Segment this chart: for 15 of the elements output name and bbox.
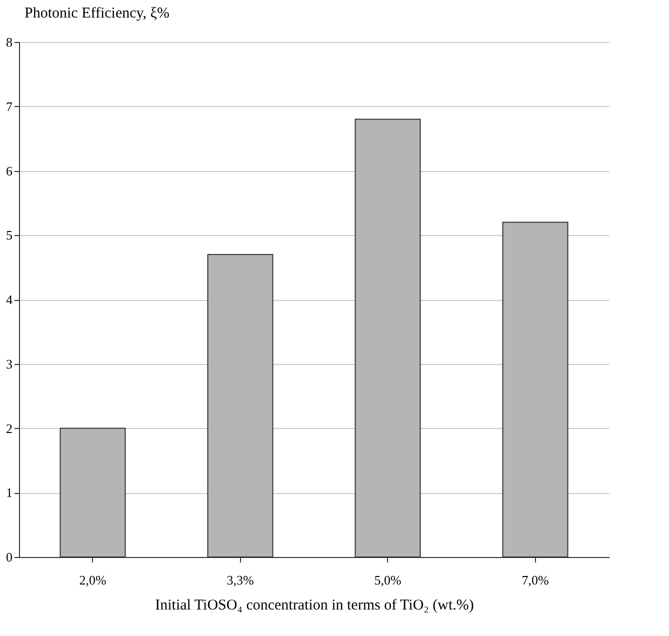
y-tick-label: 6: [6, 163, 13, 178]
x-tick-label: 5,0%: [374, 572, 402, 588]
y-tick-label: 3: [6, 356, 12, 372]
y-tick-label: 7: [6, 98, 13, 114]
y-tick-label: 1: [6, 485, 12, 500]
x-tick-label: 7,0%: [522, 572, 549, 588]
y-axis-title: Photonic Efficiency, ξ%: [24, 6, 170, 22]
y-tick-label: 2: [6, 420, 12, 436]
x-axis-title: Initial TiOSO₄ concentration in terms of TiO₂ (wt.%): [155, 598, 474, 614]
x-tick-label: 2,0%: [79, 572, 106, 588]
y-tick-label: 4: [6, 292, 13, 307]
x-tick-label: 3,3%: [226, 572, 254, 588]
y-tick-label: 0: [6, 550, 12, 564]
y-tick-label: 8: [6, 34, 12, 50]
y-tick-label: 5: [6, 228, 12, 243]
